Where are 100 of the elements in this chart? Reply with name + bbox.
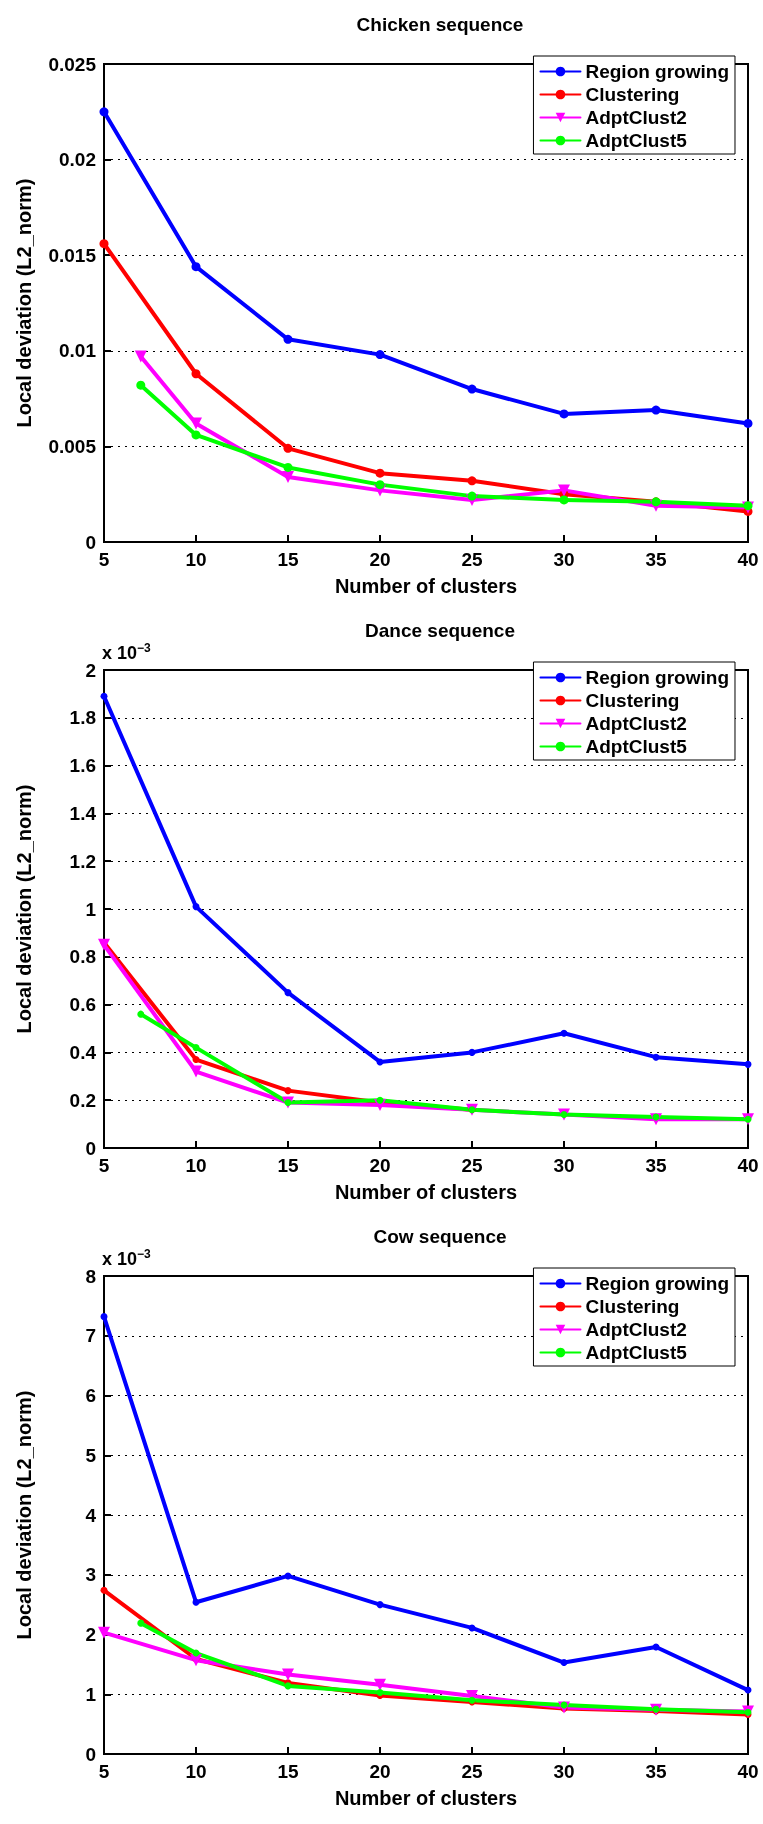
legend-label: Clustering <box>585 1296 680 1317</box>
point <box>559 495 569 505</box>
y-tick-label: 7 <box>85 1325 96 1347</box>
y-tick-label: 0.4 <box>69 1041 97 1063</box>
y-tick-label: 1.4 <box>69 802 97 824</box>
y-tick-label: 2 <box>85 1624 96 1645</box>
point <box>192 1598 200 1606</box>
x-axis-title: Number of clusters <box>334 575 518 597</box>
x-tick-label: 35 <box>645 1761 667 1782</box>
x-tick-label: 25 <box>461 549 483 570</box>
legend-label: AdptClust2 <box>585 107 687 128</box>
x-tick-label: 30 <box>553 1761 575 1782</box>
point <box>283 443 293 453</box>
y-tick-label: 0.8 <box>69 946 96 968</box>
y-axis-title: Local deviation (L2_norm) <box>13 178 35 428</box>
point <box>467 476 477 486</box>
y-tick-label: 0 <box>85 1137 96 1159</box>
point <box>375 480 385 490</box>
point <box>100 1586 108 1594</box>
legend-label: AdptClust2 <box>585 713 687 734</box>
x-axis-title: Number of clusters <box>334 1787 518 1809</box>
point <box>192 1044 200 1052</box>
chart-title: Dance sequence <box>365 620 515 641</box>
x-axis-title: Number of clusters <box>334 1181 518 1203</box>
y-tick-label: 0 <box>85 531 96 553</box>
legend-label: AdptClust5 <box>585 130 688 151</box>
point <box>191 262 201 272</box>
legend-label: AdptClust5 <box>585 736 688 757</box>
point <box>137 1010 145 1018</box>
legend-label: AdptClust5 <box>585 1342 688 1363</box>
point <box>284 1087 292 1095</box>
point <box>374 1678 386 1691</box>
point <box>560 1029 568 1037</box>
point <box>134 350 147 363</box>
point <box>558 484 570 497</box>
point <box>376 1601 384 1609</box>
point <box>192 903 200 911</box>
point <box>136 380 146 390</box>
x-tick-label: 20 <box>369 549 391 570</box>
legend-label: AdptClust2 <box>585 1319 687 1340</box>
point <box>284 989 292 997</box>
chart-title: Chicken sequence <box>356 14 524 35</box>
point <box>468 1048 476 1056</box>
y-tick-label: 0.01 <box>59 340 97 362</box>
point <box>283 334 293 344</box>
legend-label: Region growing <box>585 667 730 688</box>
y-axis-title: Local deviation (L2_norm) <box>13 784 35 1034</box>
x-tick-label: 10 <box>185 1761 207 1782</box>
y-tick-label: 0.025 <box>48 53 97 75</box>
point <box>559 409 569 419</box>
x-tick-label: 25 <box>461 1761 483 1782</box>
point <box>190 417 202 430</box>
y-tick-label: 0.015 <box>48 244 97 266</box>
x-tick-label: 40 <box>737 549 759 570</box>
point <box>375 468 385 478</box>
y-axis-title: Local deviation (L2_norm) <box>13 1390 35 1640</box>
y-tick-label: 8 <box>85 1265 96 1287</box>
legend-label: Clustering <box>585 84 680 105</box>
point <box>99 107 109 117</box>
point <box>191 369 201 379</box>
point <box>467 384 477 394</box>
y-tick-label: 0.2 <box>69 1089 96 1111</box>
x-tick-label: 30 <box>553 1155 575 1176</box>
x-tick-label: 5 <box>98 1761 110 1782</box>
x-tick-label: 10 <box>185 549 207 570</box>
y-tick-label: 1.8 <box>69 707 96 729</box>
x-tick-label: 35 <box>645 1155 667 1176</box>
legend-label: Region growing <box>585 61 730 82</box>
point <box>98 938 110 951</box>
point <box>137 1619 145 1627</box>
x-tick-label: 25 <box>461 1155 483 1176</box>
y-tick-label: 1 <box>85 1683 97 1705</box>
y-tick-label: 4 <box>85 1504 97 1526</box>
y-tick-label: 5 <box>85 1444 97 1466</box>
y-tick-label: 0.6 <box>69 994 96 1016</box>
y-tick-label: 1 <box>85 898 97 920</box>
point <box>467 491 477 501</box>
point <box>98 1626 110 1639</box>
y-tick-label: 1.6 <box>69 755 96 777</box>
point <box>100 692 108 700</box>
y-tick-label: 6 <box>85 1385 96 1406</box>
point <box>190 1065 202 1078</box>
x-tick-label: 20 <box>369 1761 391 1782</box>
point <box>744 1060 752 1068</box>
point <box>743 418 753 428</box>
x-tick-label: 10 <box>185 1155 207 1176</box>
x-tick-label: 15 <box>277 1761 299 1782</box>
x-tick-label: 40 <box>737 1155 759 1176</box>
point <box>282 470 294 483</box>
x-tick-label: 35 <box>645 549 667 570</box>
x-tick-label: 15 <box>277 1155 299 1176</box>
point <box>282 1668 294 1681</box>
legend-label: Clustering <box>585 690 680 711</box>
legend-label: Region growing <box>585 1273 730 1294</box>
y-tick-label: 2 <box>85 659 96 681</box>
x-tick-label: 5 <box>98 549 110 570</box>
x-tick-label: 20 <box>369 1155 391 1176</box>
point <box>191 430 201 440</box>
x-tick-label: 15 <box>277 549 299 570</box>
point <box>100 1313 108 1321</box>
